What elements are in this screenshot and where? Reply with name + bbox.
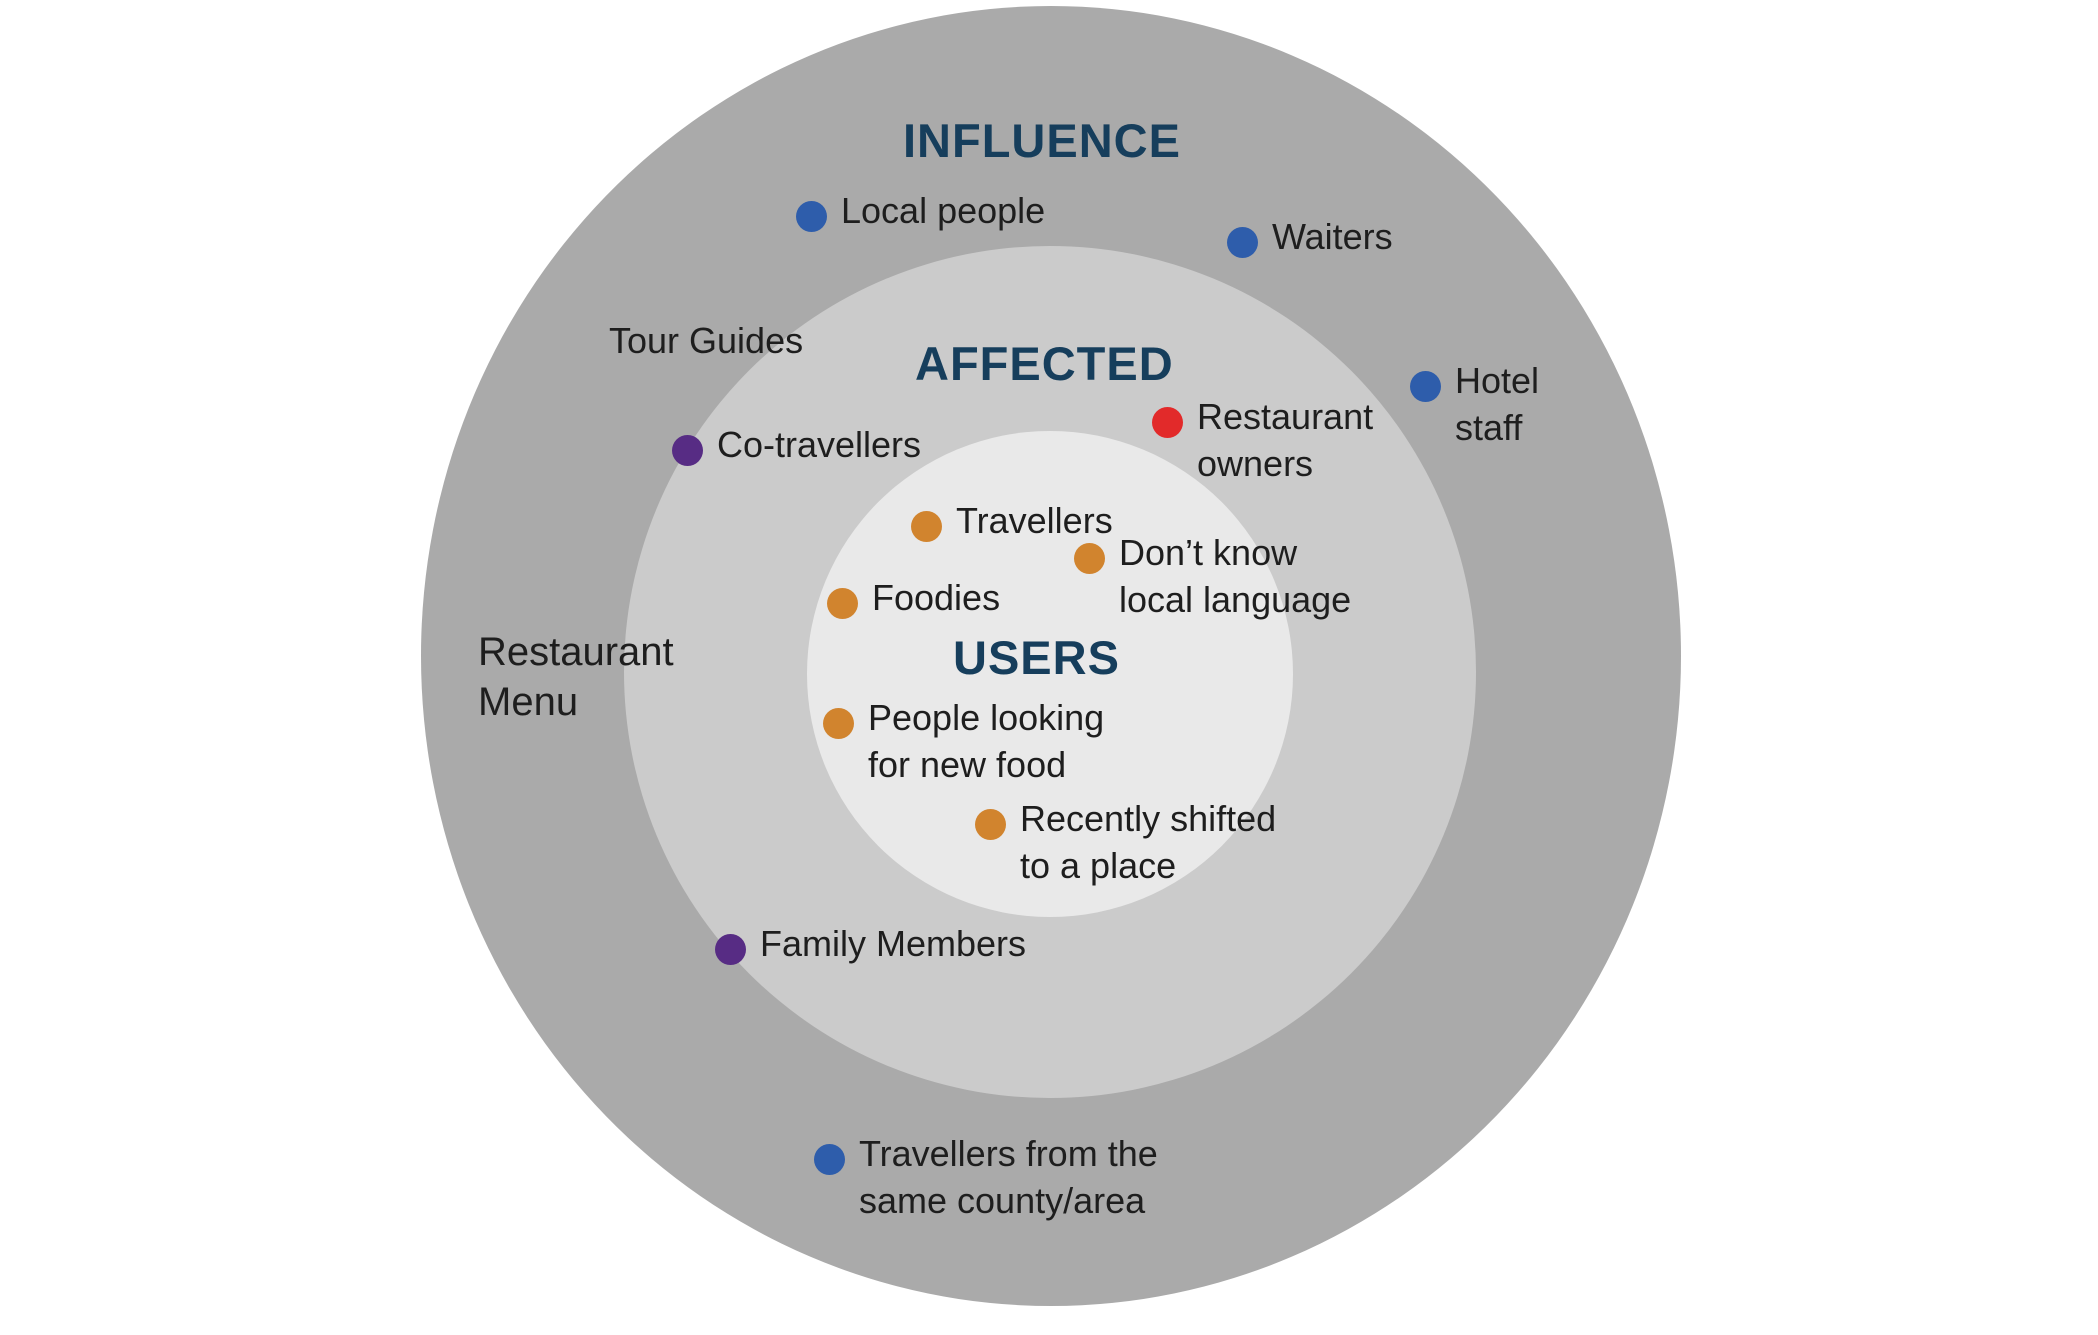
item-label: Don’t know local language [1119, 532, 1352, 620]
orange-dot-icon [823, 708, 854, 739]
item-label: Tour Guides [609, 320, 804, 361]
blue-dot-icon [1410, 371, 1441, 402]
item-label: Restaurant owners [1197, 396, 1374, 484]
item-hotel-staff: Hotel staff [1410, 357, 1539, 451]
purple-dot-icon [715, 934, 746, 965]
affected-title: AFFECTED [915, 337, 1174, 390]
item-label: Waiters [1272, 216, 1393, 257]
item-foodies: Foodies [827, 574, 1000, 621]
item-label: People looking for new food [868, 697, 1105, 785]
red-dot-icon [1152, 407, 1183, 438]
item-new-food: People looking for new food [823, 694, 1104, 788]
item-restaurant-owners: Restaurant owners [1152, 393, 1373, 487]
blue-dot-icon [1227, 227, 1258, 258]
item-label: Family Members [760, 923, 1027, 964]
item-tour-guides: Tour Guides [609, 317, 803, 364]
purple-dot-icon [672, 435, 703, 466]
item-label: Recently shifted to a place [1020, 798, 1277, 886]
item-recently-shifted: Recently shifted to a place [975, 795, 1276, 889]
item-travellers-same-area: Travellers from the same county/area [814, 1130, 1158, 1224]
item-label: Travellers from the same county/area [859, 1133, 1158, 1221]
item-waiters: Waiters [1227, 213, 1393, 260]
item-label: Co-travellers [717, 424, 922, 465]
influence-title: INFLUENCE [903, 114, 1181, 167]
item-label: Local people [841, 190, 1046, 231]
orange-dot-icon [1074, 543, 1105, 574]
item-label: Restaurant Menu [478, 630, 674, 724]
item-label: Foodies [872, 577, 1001, 618]
item-co-travellers: Co-travellers [672, 421, 921, 468]
item-family-members: Family Members [715, 920, 1026, 967]
item-dont-know-language: Don’t know local language [1074, 529, 1351, 623]
orange-dot-icon [827, 588, 858, 619]
orange-dot-icon [911, 511, 942, 542]
blue-dot-icon [814, 1144, 845, 1175]
item-local-people: Local people [796, 187, 1045, 234]
blue-dot-icon [796, 201, 827, 232]
item-travellers: Travellers [911, 497, 1113, 544]
item-restaurant-menu: Restaurant Menu [478, 627, 674, 727]
users-ring [807, 431, 1293, 917]
users-title: USERS [953, 631, 1120, 684]
orange-dot-icon [975, 809, 1006, 840]
item-label: Hotel staff [1455, 360, 1540, 448]
item-label: Travellers [956, 500, 1113, 541]
